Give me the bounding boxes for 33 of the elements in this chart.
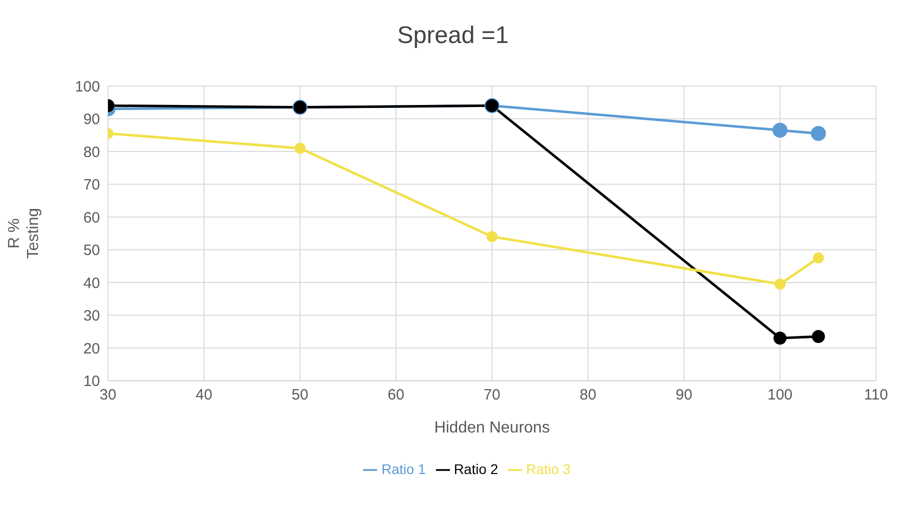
point — [810, 126, 826, 141]
point — [774, 332, 786, 345]
y-axis-title: R % Testing — [6, 208, 42, 259]
chart-title: Spread =1 — [396, 22, 510, 50]
y-tick-label: 10 — [83, 373, 100, 390]
y-tick-label: 30 — [83, 308, 100, 325]
legend-label: Ratio 2 — [454, 460, 498, 477]
point — [774, 278, 786, 290]
point — [486, 231, 498, 242]
x-axis-title: Hidden Neurons — [434, 420, 550, 437]
y-tick-label: 70 — [83, 176, 100, 194]
y-tick-label: 20 — [83, 340, 100, 358]
y-tick-label: 80 — [83, 144, 100, 161]
x-tick-label: 30 — [100, 386, 116, 404]
x-tick-label: 40 — [196, 386, 212, 404]
x-tick-label: 50 — [292, 386, 308, 404]
x-tick-label: 90 — [676, 386, 692, 404]
point — [294, 142, 306, 154]
x-tick-label: 70 — [484, 386, 500, 404]
point — [812, 330, 825, 343]
y-tick-label: 90 — [83, 111, 100, 128]
legend-label: Ratio 1 — [381, 460, 426, 477]
y-tick-label: 60 — [83, 209, 100, 226]
legend-label: Ratio 3 — [526, 460, 571, 477]
x-tick-label: 100 — [767, 386, 793, 404]
x-tick-label: 110 — [864, 386, 888, 404]
y-tick-label: 40 — [83, 274, 100, 292]
point — [772, 122, 788, 138]
point — [812, 252, 824, 264]
y-tick-label: 100 — [74, 78, 100, 96]
x-tick-label: 80 — [580, 386, 596, 404]
x-tick-label: 60 — [388, 386, 404, 404]
y-tick-label: 50 — [83, 242, 100, 260]
